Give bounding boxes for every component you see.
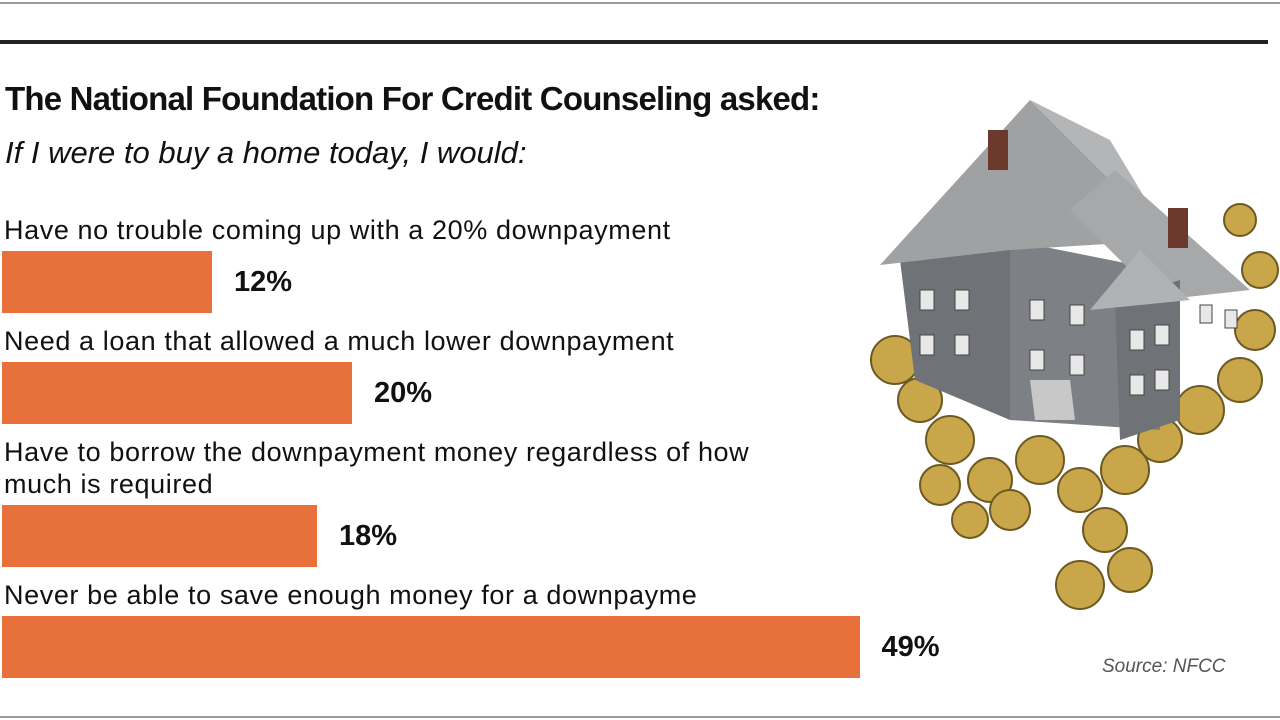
house-illustration (870, 100, 1279, 610)
bar-list: Have no trouble coming up with a 20% dow… (0, 214, 1000, 690)
bar-row: 12% (0, 251, 1000, 313)
category-label: Have to borrow the downpayment money reg… (4, 437, 750, 499)
value-label: 49% (881, 631, 940, 663)
value-label: 20% (374, 377, 433, 409)
category-label: Need a loan that allowed a much lower do… (4, 326, 675, 356)
value-label: 12% (234, 266, 293, 298)
header-rule (0, 40, 1268, 44)
bar-item: Have no trouble coming up with a 20% dow… (0, 214, 1000, 313)
category-label: Have no trouble coming up with a 20% dow… (4, 215, 671, 245)
bar-item: Need a loan that allowed a much lower do… (0, 325, 1000, 424)
bar-item: Have to borrow the downpayment money reg… (0, 436, 1000, 567)
bar (2, 616, 860, 678)
value-label: 18% (339, 520, 398, 552)
bar-row: 20% (0, 362, 1000, 424)
top-rule (0, 2, 1280, 4)
category-label: Never be able to save enough money for a… (4, 580, 698, 610)
bar-item: Never be able to save enough money for a… (0, 579, 1000, 678)
bar (2, 362, 352, 424)
source-note: Source: NFCC (1102, 656, 1226, 677)
bar-row: 49% (0, 616, 1000, 678)
bar-row: 18% (0, 505, 1000, 567)
bar (2, 505, 317, 567)
chart-subtitle: If I were to buy a home today, I would: (5, 135, 527, 170)
bottom-rule (0, 716, 1280, 718)
chart-title: The National Foundation For Credit Couns… (5, 80, 820, 117)
bar (2, 251, 212, 313)
